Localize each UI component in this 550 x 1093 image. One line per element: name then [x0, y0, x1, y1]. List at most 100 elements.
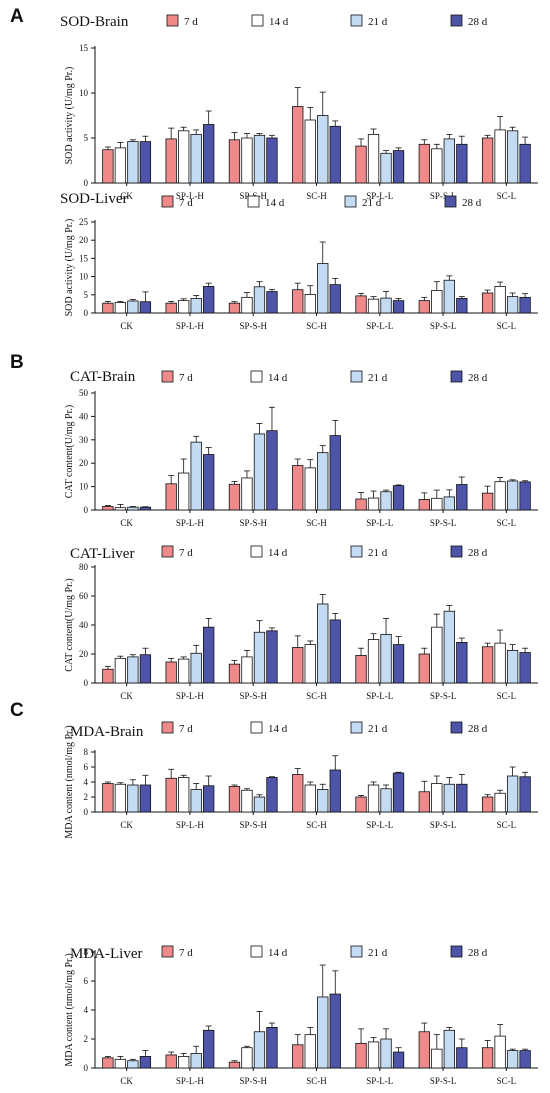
legend-swatch [344, 195, 357, 208]
bar-SP-S-L-28d [456, 298, 468, 314]
bar-SP-S-H-14d [241, 137, 253, 184]
legend-swatch [350, 370, 363, 383]
bar-SP-S-H-7d [228, 483, 241, 511]
bar-CK-7d [102, 149, 114, 184]
legend-label: 14 d [268, 947, 288, 959]
legend-swatch [250, 945, 263, 958]
x-tick-label: SP-L-H [176, 518, 205, 528]
legend-swatch [350, 945, 363, 958]
bar-SP-S-H-7d [228, 139, 241, 184]
bar-SP-L-H-21d [190, 652, 202, 684]
bar-SP-L-L-14d [367, 784, 380, 813]
bar-SP-S-L-21d [443, 610, 455, 684]
bar-SC-H-28d [329, 993, 341, 1069]
legend-label: 21 d [368, 547, 388, 559]
legend-swatch [450, 945, 463, 958]
bar-SP-L-L-28d [392, 772, 405, 813]
bar-SP-S-H-14d [241, 477, 253, 511]
bar-SP-L-L-21d [380, 491, 392, 511]
y-tick-label: 20 [79, 235, 89, 245]
legend-swatch [350, 545, 363, 558]
bar-SC-H-28d [329, 435, 341, 511]
bar-SP-L-L-14d [367, 1041, 380, 1069]
x-tick-label: SP-S-H [239, 820, 267, 830]
bar-SP-L-L-14d [367, 133, 380, 184]
bar-SP-S-L-14d [431, 1048, 443, 1069]
bar-SC-H-21d [317, 603, 329, 684]
x-tick-label: SP-L-L [366, 820, 393, 830]
bar-SP-S-H-21d [253, 134, 266, 184]
x-tick-label: SP-S-L [430, 321, 457, 331]
y-tick-label: 10 [79, 272, 89, 282]
bar-SC-L-7d [481, 137, 494, 184]
x-tick-label: SP-S-H [239, 518, 267, 528]
bar-SC-L-14d [494, 129, 506, 184]
bar-SC-L-28d [519, 296, 531, 314]
x-tick-label: SP-S-L [430, 191, 457, 201]
x-tick-label: SC-L [497, 820, 517, 830]
x-tick-label: CK [120, 1076, 133, 1086]
legend-label: 7 d [179, 547, 193, 559]
legend-label: 14 d [268, 723, 288, 735]
bar-SP-L-L-21d [380, 788, 392, 813]
bar-SC-L-14d [494, 642, 506, 684]
chart-sod-brain: SOD-Brain 7 d 14 d 21 d 28 d 0 5 10 15 SOD activi… [60, 14, 538, 201]
bar-SP-S-L-28d [456, 143, 468, 184]
bar-CK-14d [114, 507, 127, 511]
bar-SP-S-L-21d [443, 783, 455, 813]
x-tick-label: SC-H [306, 321, 327, 331]
y-axis-label: MDA content (nmol/mg Pr.) [64, 725, 75, 838]
bar-SC-L-7d [481, 796, 494, 813]
legend-label: 14 d [265, 197, 285, 209]
bar-SC-L-7d [481, 492, 494, 511]
bar-SP-L-L-28d [392, 1051, 405, 1069]
y-axis-label: SOD activity (U/mg Pr.) [64, 219, 75, 317]
panel-letter-b: B [10, 352, 24, 373]
y-tick-label: 10 [79, 482, 89, 492]
legend-swatch [166, 14, 179, 27]
bar-CK-21d [127, 656, 139, 684]
bar-SP-L-H-28d [203, 626, 215, 684]
bar-SP-L-H-21d [190, 441, 202, 511]
bar-SP-L-H-7d [165, 1054, 177, 1069]
chart-mda-brain: MDA-Brain 7 d 14 d 21 d 28 d 0 2 4 6 8 MDA content… [64, 721, 538, 839]
bar-SC-H-7d [292, 465, 304, 511]
bar-SC-L-21d [506, 1050, 519, 1069]
y-tick-label: 2 [84, 1034, 89, 1044]
bar-SC-L-7d [481, 1047, 494, 1069]
legend-swatch [350, 721, 363, 734]
bar-SP-L-H-14d [178, 658, 190, 684]
bar-SP-L-L-14d [367, 298, 380, 314]
y-tick-label: 20 [79, 649, 89, 659]
legend-label: 28 d [468, 547, 488, 559]
x-tick-label: SP-S-L [430, 820, 457, 830]
legend-label: 14 d [268, 372, 288, 384]
x-tick-label: SP-L-H [176, 191, 205, 201]
bar-SP-L-L-28d [392, 150, 405, 184]
y-tick-label: 40 [79, 620, 89, 630]
panel-letter-a: A [10, 6, 24, 27]
bar-SC-H-21d [317, 452, 329, 511]
x-tick-label: SC-H [306, 191, 327, 201]
chart-cat-brain: CAT-Brain 7 d 14 d 21 d 28 d 0 10 20 30 40 50 CAT c… [64, 369, 538, 528]
x-tick-label: SP-S-H [239, 691, 267, 701]
legend-label: 21 d [368, 947, 388, 959]
legend-label: 28 d [468, 947, 488, 959]
bar-SC-H-21d [317, 263, 329, 314]
legend-swatch [250, 721, 263, 734]
bar-SP-L-H-14d [178, 1056, 190, 1069]
legend-label: 7 d [179, 372, 193, 384]
bar-SP-S-L-28d [456, 1047, 468, 1069]
bar-SP-S-L-21d [443, 279, 455, 314]
chart-sod-liver: SOD-Liver 7 d 14 d 21 d 28 d 0 5 10 15 20 25 SOD ac… [60, 191, 538, 331]
y-tick-label: 5 [84, 133, 89, 143]
y-tick-label: 0 [84, 308, 89, 318]
x-tick-label: CK [120, 191, 133, 201]
bar-CK-28d [139, 141, 152, 184]
bar-SP-S-L-28d [456, 783, 468, 813]
x-tick-label: CK [120, 820, 133, 830]
bar-SC-H-14d [304, 119, 316, 184]
bar-SC-L-21d [506, 775, 519, 813]
x-tick-label: SC-H [306, 820, 327, 830]
bar-SP-S-H-14d [241, 1047, 253, 1069]
